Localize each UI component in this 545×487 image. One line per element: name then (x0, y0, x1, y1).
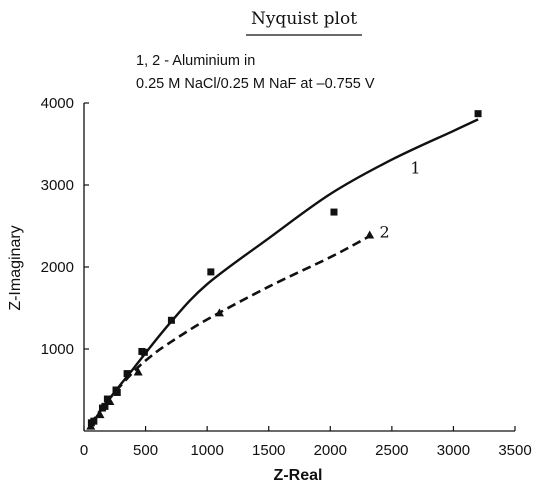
series-2-label: 2 (380, 223, 390, 242)
series-2-point (86, 421, 96, 430)
y-axis-label: Z-Imaginary (7, 225, 24, 310)
data-markers (86, 110, 482, 430)
series-2-point (214, 308, 224, 317)
series-1-point (167, 316, 175, 324)
x-tick-label: 1000 (190, 442, 223, 459)
x-tick-label: 0 (80, 442, 88, 459)
series-2-point (105, 396, 115, 405)
x-tick-label: 1500 (252, 442, 285, 459)
series-2-fit-curve (89, 236, 368, 426)
series-1-point (90, 417, 98, 425)
chart-title: Nyquist plot (251, 9, 357, 29)
series-labels: 12 (380, 159, 421, 242)
series-1-point (101, 402, 109, 410)
series-1-point (474, 110, 482, 118)
y-tick-label: 4000 (41, 95, 74, 112)
x-tick-label: 2500 (375, 442, 408, 459)
series-1-point (140, 348, 148, 356)
series-1-point (330, 208, 338, 216)
y-tick-label: 3000 (41, 177, 74, 194)
series-2-point (95, 410, 105, 419)
series-1-point (123, 370, 131, 378)
x-tick-label: 2000 (314, 442, 347, 459)
series-1-point (207, 268, 215, 276)
x-tick-label: 500 (133, 442, 158, 459)
x-tick-label: 3500 (498, 442, 531, 459)
x-axis-label: Z-Real (274, 467, 323, 484)
annotation-line-2: 0.25 M NaCl/0.25 M NaF at –0.755 V (136, 76, 375, 92)
series-1-point (113, 388, 121, 396)
y-tick-label: 2000 (41, 259, 74, 276)
series-2-point (365, 230, 375, 239)
x-tick-label: 3000 (437, 442, 470, 459)
annotation-line-1: 1, 2 - Aluminium in (136, 53, 255, 69)
axes: 0 500 1000 1500 2000 2500 3000 3500 1000 2000 3000… (41, 95, 532, 459)
series-1-point (103, 395, 111, 403)
series-2-point (133, 367, 143, 376)
series-1-label: 1 (410, 159, 420, 178)
y-tick-label: 1000 (41, 341, 74, 358)
series-1-fit-curve (89, 118, 479, 427)
